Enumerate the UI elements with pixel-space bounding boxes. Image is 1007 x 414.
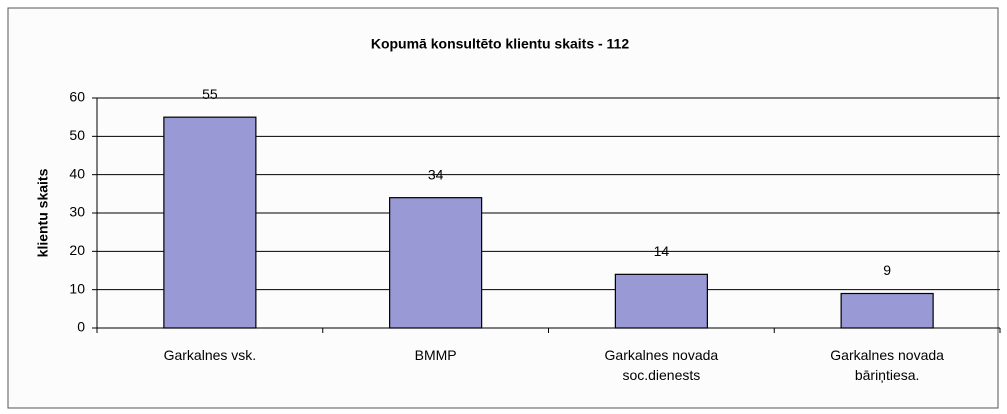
x-tick-label: Garkalnes novada soc.dienests xyxy=(605,347,719,383)
bar xyxy=(614,273,708,329)
y-tick-label: 0 xyxy=(77,319,85,335)
bar xyxy=(840,292,934,329)
data-label: 55 xyxy=(202,86,218,102)
y-tick-label: 30 xyxy=(69,204,85,220)
y-tick-label: 50 xyxy=(69,127,85,143)
data-label: 9 xyxy=(883,262,891,278)
y-tick-label: 60 xyxy=(69,89,85,105)
x-tick-label: Garkalnes vsk. xyxy=(164,347,257,363)
bar xyxy=(389,197,483,329)
bar xyxy=(163,116,257,329)
y-tick-label: 40 xyxy=(69,165,85,181)
y-tick-label: 20 xyxy=(69,242,85,258)
x-tick-label: BMMP xyxy=(415,347,457,363)
y-axis-label: klientu skaits xyxy=(35,168,51,257)
chart-title: Kopumā konsultēto klientu skaits - 112 xyxy=(371,36,630,52)
x-tick-label: Garkalnes novada bāriņtiesa. xyxy=(830,347,944,383)
y-tick-label: 10 xyxy=(69,280,85,296)
data-label: 14 xyxy=(654,243,670,259)
data-label: 34 xyxy=(428,166,444,182)
